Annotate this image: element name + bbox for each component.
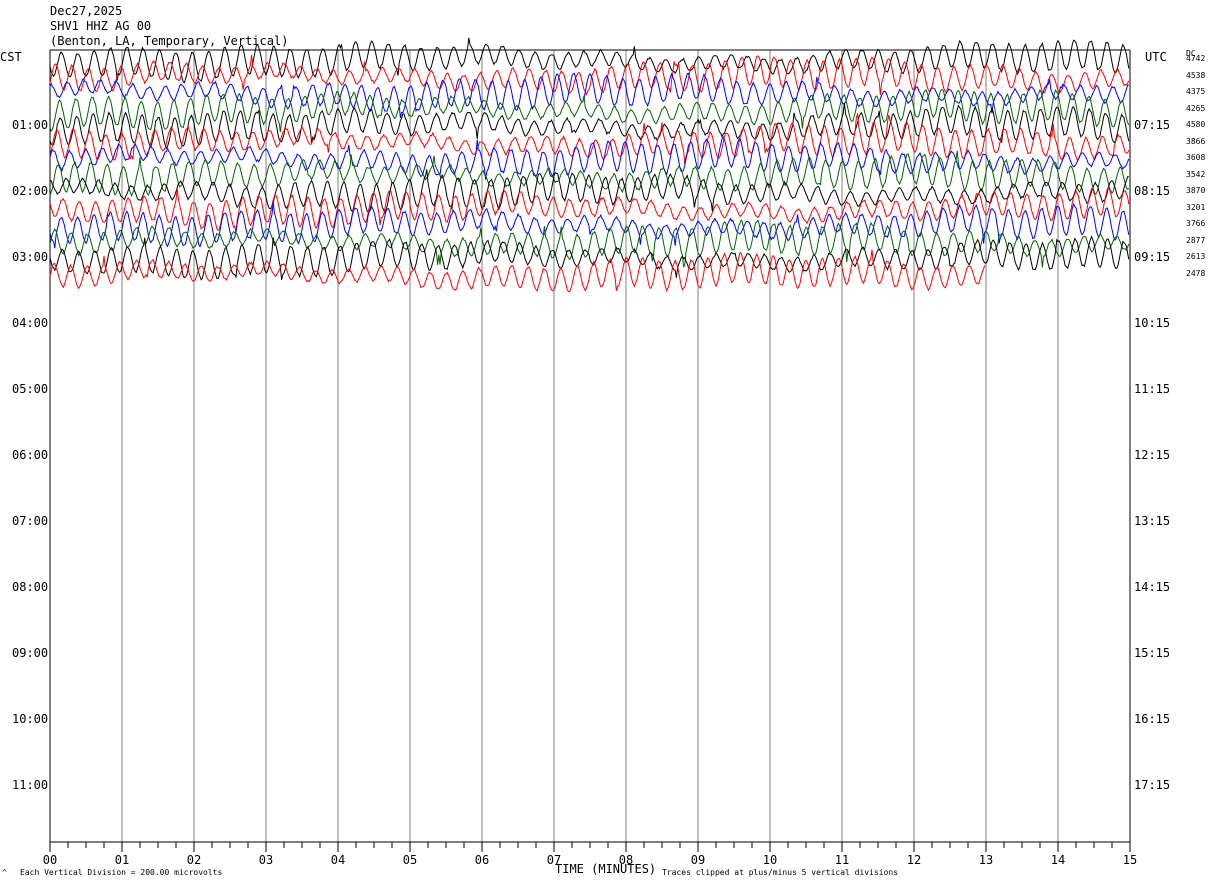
left-timezone-label: CST [0,50,22,64]
x-tick-label: 00 [43,853,57,867]
trace-row [49,135,1130,180]
x-tick-label: 05 [403,853,417,867]
x-tick-label: 14 [1051,853,1065,867]
dc-value: 3866 [1186,136,1206,146]
trace-row [49,88,1130,133]
left-hour-label: 08:00 [12,580,49,594]
right-hour-label: 17:15 [1134,778,1171,792]
right-hour-label: 10:15 [1134,316,1171,330]
left-hour-label: 06:00 [12,448,49,462]
x-tick-label: 08 [619,853,633,867]
trace-row [49,102,1130,150]
dc-value: 3542 [1186,169,1206,179]
dc-value: 3870 [1186,186,1206,195]
x-tick-label: 09 [691,853,705,867]
x-tick-label: 10 [763,853,777,867]
trace-row [49,112,1130,165]
left-hour-label: 07:00 [12,514,49,528]
record-date: Dec27,2025 [50,4,123,18]
right-hour-label: 16:15 [1134,712,1171,726]
right-hour-label: 15:15 [1134,646,1171,660]
trace-row [49,37,1130,84]
station-code: SHV1 HHZ AG 00 [50,19,152,33]
dc-value: 4265 [1186,103,1206,113]
left-hour-label: 09:00 [12,646,49,660]
x-tick-label: 06 [475,853,489,867]
station-location: (Benton, LA, Temporary, Vertical) [50,34,289,48]
left-hour-label: 03:00 [12,250,49,264]
right-hour-label: 13:15 [1134,514,1171,528]
x-tick-label: 02 [187,853,201,867]
vertical-scale-note: Each Vertical Division = 200.00 microvol… [20,868,223,877]
trace-row [49,201,1130,249]
dc-value: 3201 [1186,202,1206,212]
dc-value: 2877 [1186,235,1206,245]
trace-row [49,150,1130,198]
right-hour-label: 14:15 [1134,580,1171,594]
right-hour-label: 12:15 [1134,448,1171,462]
dc-value: 2478 [1186,268,1206,278]
dc-column-label: DC [1186,49,1196,58]
trace-row [49,235,1130,281]
x-tick-label: 12 [907,853,921,867]
x-axis-title: TIME (MINUTES) [555,862,657,876]
x-tick-label: 01 [115,853,129,867]
x-tick-label: 11 [835,853,849,867]
x-tick-label: 03 [259,853,273,867]
right-hour-label: 07:15 [1134,118,1171,132]
trace-row [49,185,1130,234]
x-tick-label: 07 [547,853,561,867]
dc-value: 4375 [1186,87,1206,96]
x-tick-label: 13 [979,853,993,867]
trace-row [49,219,1130,268]
minute-gridlines [49,49,1131,842]
left-hour-label: 10:00 [12,712,49,726]
right-timezone-label: UTC [1145,50,1167,64]
right-hour-label: 11:15 [1134,382,1171,396]
seismic-traces [49,37,1130,293]
right-hour-label: 08:15 [1134,184,1171,198]
trace-row [49,72,1129,119]
time-axis: 00 01 02 03 04 05 06 07 08 09 10 11 12 13 14 15 [43,841,1137,867]
trace-row [49,169,1129,214]
dc-value: 4580 [1186,120,1206,129]
left-hour-label: 01:00 [12,118,49,132]
dc-value: 3608 [1186,153,1206,162]
dc-value: 4538 [1186,70,1206,80]
left-hour-label: 04:00 [12,316,49,330]
dc-value: 3766 [1186,219,1206,228]
trace-row [49,249,986,293]
x-tick-label: 04 [331,853,345,867]
dc-value: 4742 [1186,54,1206,63]
left-hour-label: 11:00 [12,778,49,792]
x-tick-label: 15 [1123,853,1137,867]
trace-row [49,54,1130,97]
left-hour-label: 05:00 [12,382,49,396]
right-hour-label: 09:15 [1134,250,1171,264]
axis-corner-mark: ^ [2,868,7,877]
left-hour-label: 02:00 [12,184,49,198]
clip-note: Traces clipped at plus/minus 5 vertical … [662,868,899,877]
dc-value: 2613 [1186,252,1206,261]
